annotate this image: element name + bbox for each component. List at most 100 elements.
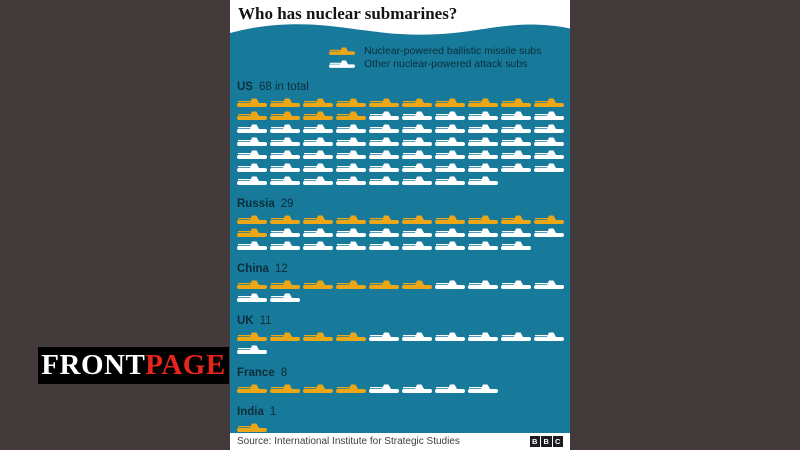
submarine-attack-icon [303, 163, 333, 172]
submarine-attack-icon [336, 150, 366, 159]
submarine-attack-icon [435, 241, 465, 250]
submarine-attack-icon [303, 150, 333, 159]
submarine-ballistic-icon [468, 215, 498, 224]
legend-item-attack: Other nuclear-powered attack subs [329, 57, 570, 70]
submarine-ballistic-icon [501, 215, 531, 224]
submarine-ballistic-icon [237, 111, 267, 120]
submarine-attack-icon [369, 124, 399, 133]
submarine-attack-icon [435, 163, 465, 172]
submarine-row [237, 161, 570, 174]
submarine-attack-icon [468, 241, 498, 250]
submarine-row [237, 382, 570, 395]
submarine-attack-icon [534, 163, 564, 172]
submarine-ballistic-icon [369, 280, 399, 289]
submarine-ballistic-icon [237, 280, 267, 289]
submarine-attack-icon [402, 384, 432, 393]
submarine-ballistic-icon [237, 423, 267, 432]
submarine-attack-icon [501, 137, 531, 146]
submarine-attack-icon [369, 384, 399, 393]
submarine-attack-icon [369, 150, 399, 159]
submarine-attack-icon [237, 137, 267, 146]
country-group-china: China 12 [237, 262, 570, 304]
country-total: 8 [280, 367, 288, 379]
submarine-attack-icon [270, 124, 300, 133]
submarine-attack-icon [534, 150, 564, 159]
bbc-logo-letter: C [552, 436, 563, 447]
submarine-attack-icon [435, 111, 465, 120]
country-name: Russia [237, 198, 275, 210]
submarine-attack-icon [468, 384, 498, 393]
submarine-attack-icon [369, 241, 399, 250]
submarine-attack-icon [402, 150, 432, 159]
submarine-attack-icon [501, 150, 531, 159]
submarine-attack-icon [369, 176, 399, 185]
submarine-attack-icon [501, 111, 531, 120]
watermark-text-page: PAGE [145, 349, 226, 381]
submarine-attack-icon [303, 176, 333, 185]
submarine-attack-icon [237, 293, 267, 302]
submarine-attack-icon [501, 280, 531, 289]
submarine-attack-icon [270, 228, 300, 237]
submarine-ballistic-icon [303, 332, 333, 341]
submarine-attack-icon [336, 163, 366, 172]
submarine-attack-icon [270, 293, 300, 302]
submarine-ballistic-icon [336, 111, 366, 120]
country-name: UK [237, 315, 254, 327]
submarine-attack-icon [303, 228, 333, 237]
submarine-attack-icon [237, 150, 267, 159]
submarine-row [237, 174, 570, 187]
submarine-ballistic-icon [237, 228, 267, 237]
submarine-ballistic-icon [270, 98, 300, 107]
submarine-row [237, 343, 570, 356]
submarine-ballistic-icon [303, 280, 333, 289]
submarine-attack-icon [468, 163, 498, 172]
infographic-card: Who has nuclear submarines? Nuclear-powe… [230, 0, 570, 450]
submarine-attack-icon [270, 241, 300, 250]
submarine-ballistic-icon [237, 215, 267, 224]
submarine-attack-icon [369, 111, 399, 120]
submarine-ballistic-icon [270, 111, 300, 120]
submarine-attack-icon [402, 332, 432, 341]
country-label: UK 11 [237, 314, 570, 328]
country-total: 11 [259, 315, 272, 327]
submarine-ballistic-icon [336, 332, 366, 341]
bbc-logo-letter: B [541, 436, 552, 447]
country-group-india: India 1 [237, 405, 570, 434]
submarine-attack-icon [237, 124, 267, 133]
legend: Nuclear-powered ballistic missile subs O… [329, 44, 570, 70]
submarine-ballistic-icon [402, 215, 432, 224]
submarine-attack-icon [534, 124, 564, 133]
bbc-logo: B B C [529, 436, 563, 447]
submarine-attack-icon [468, 176, 498, 185]
submarine-ballistic-icon [435, 98, 465, 107]
submarine-attack-icon [336, 124, 366, 133]
submarine-attack-icon [402, 228, 432, 237]
submarine-attack-icon [237, 163, 267, 172]
submarine-ballistic-icon [402, 280, 432, 289]
submarine-attack-icon [270, 163, 300, 172]
submarine-ballistic-icon [336, 384, 366, 393]
submarine-attack-icon [534, 280, 564, 289]
submarine-attack-icon [369, 163, 399, 172]
submarine-attack-icon [435, 150, 465, 159]
submarine-attack-icon [501, 228, 531, 237]
submarine-attack-icon [468, 111, 498, 120]
submarine-attack-icon [435, 332, 465, 341]
submarine-attack-icon [369, 228, 399, 237]
submarine-attack-icon [303, 137, 333, 146]
submarine-row [237, 421, 570, 434]
submarine-attack-icon [468, 228, 498, 237]
submarine-attack-icon [534, 111, 564, 120]
submarine-attack-icon [435, 124, 465, 133]
submarine-attack-icon [534, 228, 564, 237]
submarine-row [237, 122, 570, 135]
submarine-ballistic-icon [237, 98, 267, 107]
submarine-attack-icon [402, 111, 432, 120]
frontpage-watermark: FRONT PAGE [38, 347, 229, 384]
submarine-ballistic-icon [534, 98, 564, 107]
submarine-attack-icon [303, 124, 333, 133]
submarine-row [237, 109, 570, 122]
submarine-ballistic-icon [329, 47, 355, 55]
submarine-row [237, 148, 570, 161]
country-group-us: US 68 in total [237, 80, 570, 187]
